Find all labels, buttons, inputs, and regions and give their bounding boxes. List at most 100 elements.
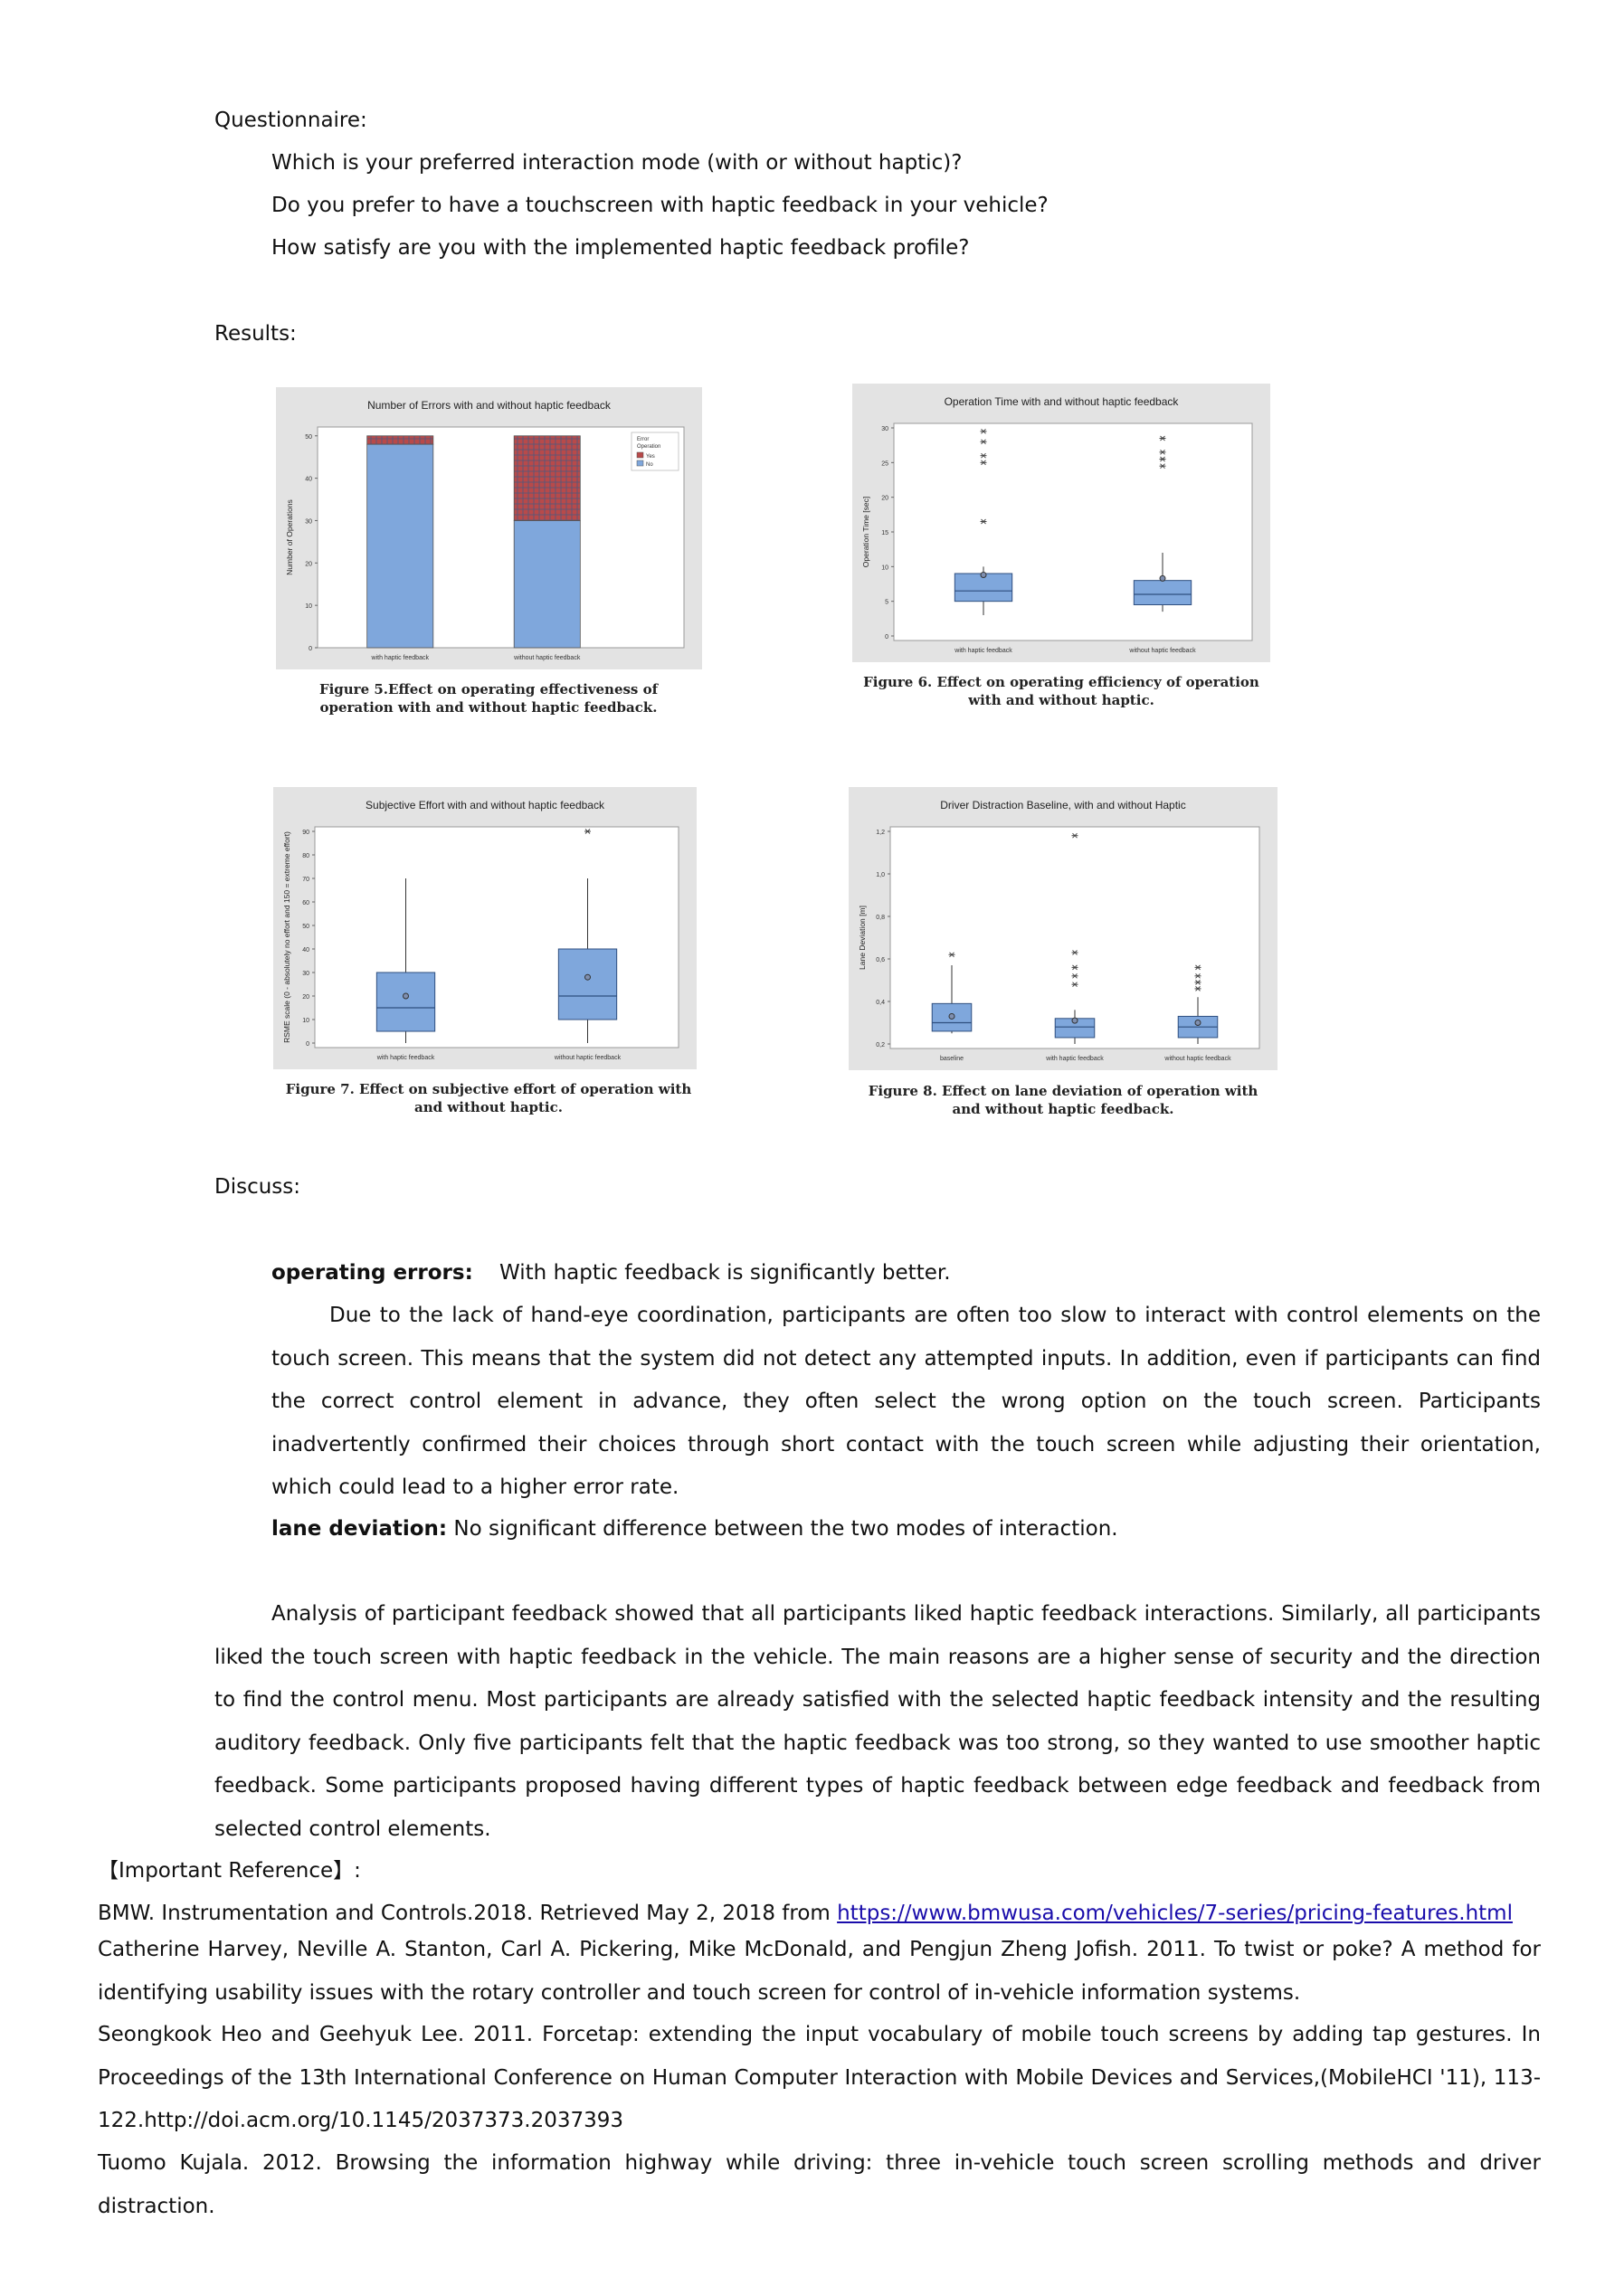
outlier-point xyxy=(980,428,987,434)
box-iqr xyxy=(557,948,618,1020)
y-tick-label: 60 xyxy=(302,900,309,906)
y-tick-label: 15 xyxy=(881,530,888,536)
box-1 xyxy=(375,878,436,1043)
reference-3: Seongkook Heo and Geehyuk Lee. 2011. For… xyxy=(98,2023,1541,2132)
lane-deviation-label: lane deviation: xyxy=(271,1517,448,1541)
lane-deviation-line: lane deviation: No significant differenc… xyxy=(271,1515,1118,1542)
box-3 xyxy=(1177,964,1219,1044)
outlier-stroke xyxy=(1072,964,1078,971)
box-iqr xyxy=(954,573,1013,602)
outlier-point xyxy=(980,439,987,445)
outlier-point xyxy=(1071,964,1078,971)
legend-swatch xyxy=(636,451,644,459)
x-tick-label: without haptic feedback xyxy=(554,1055,622,1061)
y-tick-label: 70 xyxy=(302,877,309,883)
feedback-paragraph: Analysis of participant feedback showed … xyxy=(214,1602,1541,1841)
y-tick-label: 50 xyxy=(302,924,309,930)
bar-no-1 xyxy=(366,443,434,649)
y-tick-label: 0,8 xyxy=(876,915,885,921)
y-tick-label: 10 xyxy=(305,603,312,610)
y-tick-label: 0 xyxy=(309,646,312,652)
figure-5-chart: Number of Errors with and without haptic… xyxy=(276,387,702,669)
legend-title: Error xyxy=(637,437,649,442)
x-tick-label: without haptic feedback xyxy=(513,655,581,661)
legend: Error Operation Yes No xyxy=(631,432,679,471)
outlier-stroke xyxy=(981,518,986,525)
bar-no-2 xyxy=(513,520,581,649)
outlier-stroke xyxy=(1160,463,1165,470)
outlier-stroke xyxy=(981,428,986,434)
y-tick-label: 0,6 xyxy=(876,957,885,963)
outlier-stroke xyxy=(1072,832,1078,839)
y-tick-label: 80 xyxy=(302,853,309,859)
question-3: How satisfy are you with the implemented… xyxy=(271,236,970,260)
plot-area xyxy=(314,826,679,1048)
results-heading: Results: xyxy=(214,322,297,346)
y-tick-label: 0,2 xyxy=(876,1042,885,1048)
outlier-point xyxy=(980,518,987,525)
figure-8-caption: Figure 8. Effect on lane deviation of op… xyxy=(868,1083,1258,1117)
reference-1-link[interactable]: https://www.bmwusa.com/vehicles/7-series… xyxy=(837,1902,1513,1925)
outlier-point xyxy=(980,460,987,466)
references-heading: 【Important Reference】: xyxy=(98,1859,361,1883)
y-tick-label: 50 xyxy=(305,434,312,441)
x-tick-label: with haptic feedback xyxy=(1045,1056,1104,1062)
y-tick-label: 0,4 xyxy=(876,1000,885,1006)
plot-area xyxy=(893,422,1253,641)
outlier-stroke xyxy=(1195,964,1201,971)
y-tick-label: 25 xyxy=(881,460,888,467)
chart-title: Driver Distraction Baseline, with and wi… xyxy=(940,799,1185,811)
operating-errors-summary: With haptic feedback is significantly be… xyxy=(499,1261,951,1285)
outlier-stroke xyxy=(1072,982,1078,988)
legend-swatch xyxy=(636,460,644,467)
outlier-stroke xyxy=(981,439,986,445)
outlier-stroke xyxy=(1160,456,1165,462)
y-tick-label: 30 xyxy=(305,518,312,525)
outlier-stroke xyxy=(1072,950,1078,955)
outlier-point xyxy=(1071,950,1078,955)
outlier-point xyxy=(1194,979,1201,985)
outlier-stroke xyxy=(949,952,954,958)
box-mean xyxy=(980,572,987,579)
y-tick-label: 1,0 xyxy=(876,872,885,878)
y-axis-label: RSME scale (0 - absolutely no effort and… xyxy=(282,831,291,1043)
box-mean xyxy=(1159,574,1166,582)
outlier-point xyxy=(1194,972,1201,979)
operating-errors-line: operating errors: With haptic feedback i… xyxy=(271,1259,951,1286)
box-1 xyxy=(931,952,973,1034)
box-mean xyxy=(584,973,591,981)
box-mean xyxy=(1071,1017,1078,1024)
outlier-stroke xyxy=(1160,449,1165,455)
outlier-point xyxy=(1071,982,1078,988)
outlier-stroke xyxy=(1072,972,1078,979)
outlier-point xyxy=(1159,449,1166,455)
y-axis-label: Operation Time [sec] xyxy=(861,497,870,567)
y-tick-label: 10 xyxy=(881,565,888,571)
y-axis-label: Lane Deviation [m] xyxy=(858,906,867,970)
outlier-point xyxy=(584,829,591,834)
lane-deviation-summary: No significant difference between the tw… xyxy=(453,1517,1118,1541)
chart-title: Number of Errors with and without haptic… xyxy=(367,399,612,412)
outlier-point xyxy=(1159,435,1166,441)
y-tick-label: 30 xyxy=(302,971,309,977)
outlier-stroke xyxy=(1160,435,1165,441)
outlier-point xyxy=(1159,456,1166,462)
outlier-stroke xyxy=(584,829,591,834)
y-tick-label: 20 xyxy=(881,496,888,502)
x-tick-label: with haptic feedback xyxy=(954,648,1012,654)
outlier-point xyxy=(1159,463,1166,470)
box-iqr xyxy=(375,972,436,1032)
reference-1-text: BMW. Instrumentation and Controls.2018. … xyxy=(98,1902,838,1925)
box-2 xyxy=(557,829,618,1043)
legend-title: Operation xyxy=(637,444,660,450)
box-2 xyxy=(1133,435,1192,612)
discuss-heading: Discuss: xyxy=(214,1175,301,1199)
chart-title: Subjective Effort with and without hapti… xyxy=(366,799,605,811)
y-tick-label: 40 xyxy=(302,947,309,954)
bar-yes-1 xyxy=(366,435,434,445)
figure-7-chart: Subjective Effort with and without hapti… xyxy=(273,787,697,1069)
y-axis-label: Number of Operations xyxy=(285,499,294,575)
outlier-stroke xyxy=(981,460,986,466)
figure-6-caption: Figure 6. Effect on operating efficiency… xyxy=(863,674,1259,708)
legend-label: Yes xyxy=(646,454,655,460)
